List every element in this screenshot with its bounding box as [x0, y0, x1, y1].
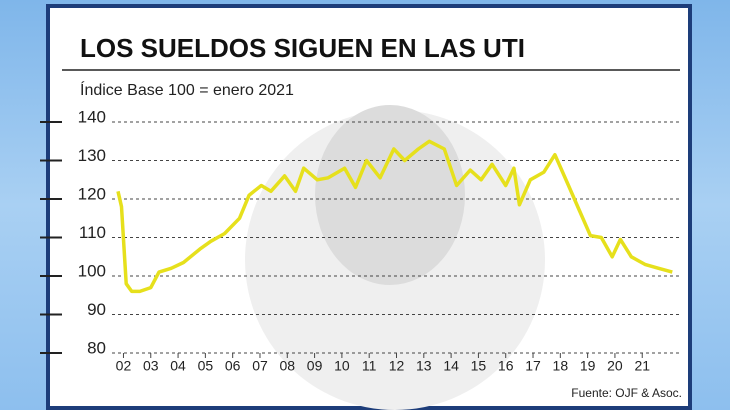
- y-tick-label: 140: [78, 107, 106, 126]
- x-tick-label: 18: [553, 358, 569, 374]
- y-tick-label: 100: [78, 261, 106, 280]
- x-tick-label: 05: [198, 358, 214, 374]
- chart-subtitle: Índice Base 100 = enero 2021: [80, 80, 294, 99]
- x-tick-label: 17: [525, 358, 541, 374]
- x-tick-label: 03: [143, 358, 159, 374]
- x-tick-label: 06: [225, 358, 241, 374]
- y-tick-label: 80: [87, 338, 106, 357]
- x-tick-label: 13: [416, 358, 432, 374]
- x-tick-label: 15: [471, 358, 487, 374]
- y-tick-label: 110: [79, 223, 106, 242]
- x-tick-label: 07: [252, 358, 268, 374]
- y-tick-label: 130: [78, 146, 106, 165]
- photo-face: [315, 105, 465, 285]
- x-tick-label: 09: [307, 358, 323, 374]
- data-line: [116, 139, 673, 294]
- x-tick-label: 14: [443, 358, 459, 374]
- x-tick-label: 11: [362, 358, 377, 374]
- x-tick-label: 10: [334, 358, 350, 374]
- chart-title: LOS SUELDOS SIGUEN EN LAS UTI: [80, 33, 525, 63]
- x-tick-label: 19: [580, 358, 596, 374]
- y-tick-label: 120: [78, 184, 106, 203]
- y-tick-label: 90: [87, 300, 106, 319]
- x-tick-label: 12: [389, 358, 405, 374]
- x-tick-label: 16: [498, 358, 514, 374]
- x-tick-label: 04: [170, 358, 186, 374]
- x-tick-label: 21: [634, 358, 650, 374]
- x-tick-label: 02: [116, 358, 132, 374]
- x-tick-label: 20: [607, 358, 623, 374]
- source-note: Fuente: OJF & Asoc.: [571, 386, 682, 400]
- x-tick-label: 08: [279, 358, 295, 374]
